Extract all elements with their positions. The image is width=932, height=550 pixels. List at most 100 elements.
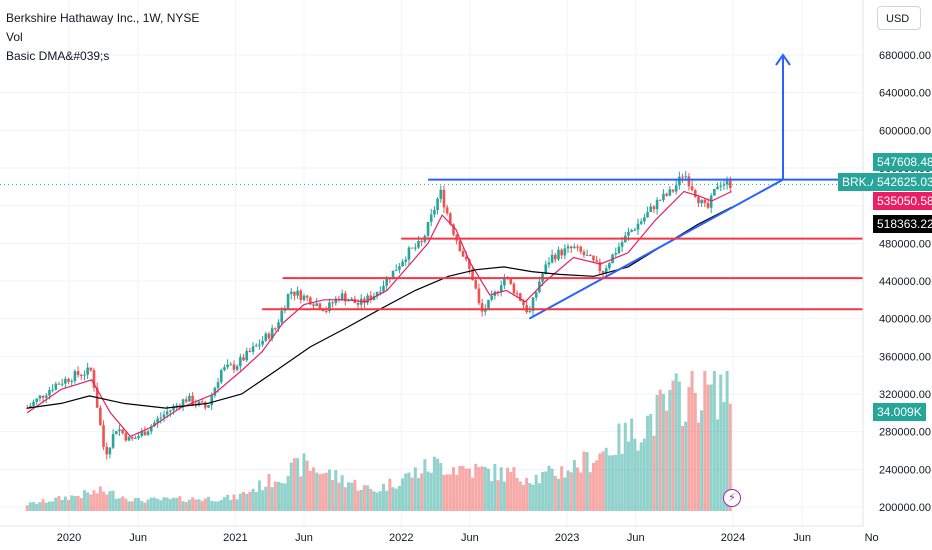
volume-bar (467, 468, 471, 511)
volume-bar (429, 472, 433, 511)
candle-body (89, 367, 93, 371)
volume-bar (617, 423, 621, 511)
candle-body (382, 285, 385, 292)
volume-bar (636, 450, 640, 511)
volume-bar (283, 483, 287, 511)
candle-body (102, 425, 105, 447)
volume-bar (302, 453, 306, 511)
candle-body (499, 285, 503, 292)
candle-body (258, 344, 261, 346)
volume-bar (140, 501, 144, 511)
volume-bar (725, 371, 729, 511)
candle-body (118, 429, 121, 432)
volume-bar (334, 470, 338, 511)
candle-body (662, 193, 665, 201)
candle-body (159, 417, 163, 419)
candle-body (366, 295, 369, 303)
currency-button[interactable]: USD (877, 6, 921, 30)
support-trendline[interactable] (528, 178, 784, 320)
candle-body (175, 405, 179, 407)
candle-body (417, 241, 420, 248)
candle-body (633, 229, 637, 231)
candle-body (369, 295, 373, 300)
drawings[interactable] (0, 53, 863, 320)
volume-bar (369, 489, 373, 511)
candle-body (242, 357, 245, 361)
candle-body (200, 401, 204, 403)
moving-averages (26, 190, 732, 438)
target-arrow-head[interactable] (775, 53, 791, 66)
volume-bar (378, 491, 382, 511)
candle-body (226, 364, 229, 368)
price-axis[interactable]: 200000.00 240000.00 280000.00 320000.00 3600… (862, 0, 932, 550)
volume-bar (582, 451, 586, 511)
vol-indicator-label[interactable]: Vol (6, 30, 23, 44)
volume-bar (404, 473, 408, 511)
candle-body (235, 366, 239, 370)
lightning-icon[interactable]: ⚡ (723, 489, 741, 507)
volume-bar (413, 467, 417, 511)
volume-bar (168, 499, 172, 511)
chart-grid (0, 0, 873, 526)
candle-body (48, 389, 51, 396)
volume-bar (203, 498, 207, 511)
volume-bar (315, 472, 319, 511)
candle-body (274, 328, 277, 330)
volume-bar (60, 499, 64, 511)
candle-body (344, 293, 347, 302)
volume-bar (534, 474, 538, 511)
time-axis[interactable]: 2020 Jun 2021 Jun 2022 Jun 2023 Jun 2024 Jun No (0, 525, 879, 544)
candlesticks (25, 171, 732, 460)
volume-bar (133, 498, 137, 511)
volume-bar (143, 502, 147, 511)
volume-bar (105, 494, 109, 511)
candle-body (51, 389, 54, 391)
volume-bar (541, 471, 545, 511)
volume-bar (518, 481, 522, 511)
candle-body (674, 185, 678, 192)
volume-bar (226, 494, 230, 511)
volume-bar (397, 486, 401, 511)
volume-bar (353, 479, 357, 511)
volume-bar (706, 384, 710, 511)
volume-bar (671, 380, 675, 511)
candle-body (391, 270, 395, 280)
candle-body (604, 268, 608, 273)
dma-indicator-label[interactable]: Basic DMA&#039;s (6, 49, 110, 63)
candle-body (684, 176, 688, 178)
symbol-title[interactable]: Berkshire Hathaway Inc., 1W, NYSE (6, 11, 200, 25)
volume-bar (340, 475, 344, 511)
candle-body (153, 422, 156, 427)
candle-body (655, 199, 659, 210)
volume-bar (184, 502, 188, 511)
volume-bar (98, 486, 102, 511)
candle-body (700, 199, 703, 204)
volume-bar (156, 498, 160, 511)
candle-body (232, 364, 236, 370)
volume-bar (423, 459, 427, 511)
volume-bar (229, 499, 233, 511)
volume-bar (242, 491, 246, 511)
volume-bar (693, 392, 697, 511)
volume-bar (232, 494, 236, 511)
candle-body (665, 193, 668, 196)
volume-bar (690, 371, 694, 511)
candle-body (519, 293, 522, 301)
candle-body (293, 291, 296, 296)
volume-bar (57, 495, 61, 511)
volume-bar (25, 505, 29, 511)
candle-body (162, 414, 166, 418)
volume-bar (264, 486, 268, 511)
candle-body (442, 189, 446, 208)
candle-body (188, 395, 191, 402)
volume-bar (146, 499, 150, 511)
candle-body (728, 180, 732, 188)
candle-body (76, 371, 80, 375)
candle-body (512, 283, 516, 294)
volume-bar (496, 480, 500, 511)
candle-body (315, 303, 318, 306)
candle-body (429, 214, 433, 222)
volume-bar (553, 475, 557, 511)
volume-bar (677, 381, 681, 511)
